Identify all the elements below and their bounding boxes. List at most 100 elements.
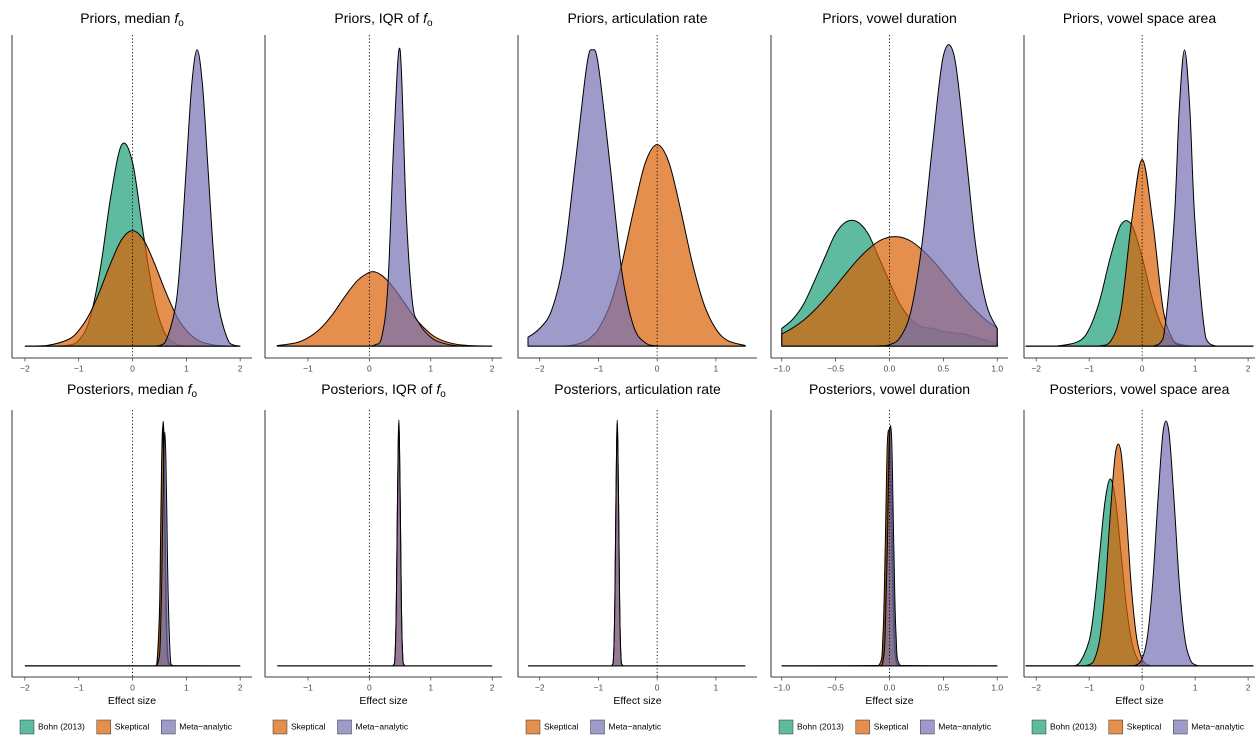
title-text: Priors, IQR of — [334, 10, 423, 26]
panel-title: Priors, IQR of fo — [334, 10, 433, 29]
x-tick-label: 1.0 — [991, 363, 1003, 373]
x-tick-label: 2 — [1246, 682, 1251, 692]
panel-title: Priors, vowel duration — [822, 10, 957, 26]
density-area — [1025, 443, 1254, 667]
density-area — [24, 49, 241, 347]
title-text: Priors, median — [80, 10, 174, 26]
legend-swatch — [19, 719, 35, 735]
title-symbol: f — [188, 381, 194, 397]
x-tick-label: −1.0 — [773, 363, 790, 373]
title-subscript: o — [427, 18, 433, 29]
x-tick-label: −2 — [1031, 682, 1041, 692]
panel-title: Posteriors, vowel space area — [1050, 381, 1230, 397]
density-area — [1025, 478, 1254, 667]
legend-swatch — [1031, 719, 1047, 735]
x-tick-label: −0.5 — [827, 363, 844, 373]
x-tick-label: 2 — [1246, 363, 1251, 373]
density-area — [1025, 158, 1254, 347]
x-tick-label: 2 — [238, 682, 243, 692]
density-area — [1025, 49, 1254, 347]
panel-title: Posteriors, IQR of fo — [321, 381, 446, 400]
x-tick-label: 1 — [428, 363, 433, 373]
legend-label: Bohn (2013) — [1050, 721, 1097, 731]
x-tick-label: 0 — [655, 363, 660, 373]
x-tick-label: 0.0 — [884, 682, 896, 692]
x-tick-label: −1 — [74, 682, 84, 692]
legend-label: Meta−analytic — [938, 721, 991, 731]
density-area — [24, 431, 241, 667]
x-tick-label: −1 — [303, 682, 313, 692]
legend-label: Meta−analytic — [1191, 721, 1244, 731]
title-text: Posteriors, vowel space area — [1050, 381, 1230, 397]
density-area — [276, 270, 493, 347]
legend-swatch — [1173, 719, 1188, 735]
density-area — [527, 419, 746, 667]
legend-swatch — [920, 719, 935, 735]
title-text: Priors, vowel space area — [1063, 10, 1217, 26]
x-tick-label: 0.5 — [937, 363, 949, 373]
legend-label: Bohn (2013) — [797, 721, 844, 731]
x-tick-label: 0 — [367, 682, 372, 692]
x-tick-label: 2 — [490, 363, 495, 373]
density-area — [527, 49, 746, 347]
x-tick-label: 0 — [1140, 682, 1145, 692]
legend-label: Meta−analytic — [179, 721, 232, 731]
panel-title: Posteriors, articulation rate — [554, 381, 721, 397]
title-text: Posteriors, IQR of — [321, 381, 436, 397]
x-tick-label: 0.5 — [937, 682, 949, 692]
x-tick-label: −0.5 — [827, 682, 844, 692]
density-area — [277, 419, 493, 667]
title-text: Posteriors, articulation rate — [554, 381, 721, 397]
x-axis-label: Effect size — [108, 695, 156, 707]
x-tick-label: 0 — [130, 682, 135, 692]
title-text: Posteriors, vowel duration — [809, 381, 970, 397]
x-tick-label: −1 — [303, 363, 313, 373]
density-area — [781, 44, 998, 347]
x-tick-label: −1 — [594, 363, 604, 373]
x-tick-label: −1.0 — [773, 682, 790, 692]
legend-label: Bohn (2013) — [38, 721, 85, 731]
legend-label: Skeptical — [544, 721, 579, 731]
legend-label: Skeptical — [874, 721, 909, 731]
title-symbol: f — [423, 10, 429, 26]
panel-title: Posteriors, vowel duration — [809, 381, 970, 397]
x-tick-label: −2 — [535, 682, 545, 692]
x-tick-label: 1 — [184, 363, 189, 373]
x-tick-label: 0 — [367, 363, 372, 373]
legend-swatch — [525, 719, 541, 735]
density-area — [277, 424, 493, 667]
legend-swatch — [778, 719, 794, 735]
legend-swatch — [272, 719, 288, 735]
title-subscript: o — [178, 18, 184, 29]
x-tick-label: −2 — [20, 363, 30, 373]
x-tick-label: 0.0 — [884, 363, 896, 373]
title-text: Priors, vowel duration — [822, 10, 957, 26]
x-axis-label: Effect size — [1115, 695, 1163, 707]
x-tick-label: −2 — [1031, 363, 1041, 373]
panel-title: Priors, vowel space area — [1063, 10, 1217, 26]
x-tick-label: 1 — [714, 682, 719, 692]
x-tick-label: 0 — [655, 682, 660, 692]
density-area — [527, 424, 746, 667]
x-tick-label: −2 — [535, 363, 545, 373]
legend-swatch — [161, 719, 176, 735]
legend-swatch — [96, 719, 112, 735]
title-symbol: f — [436, 381, 442, 397]
legend-swatch — [590, 719, 605, 735]
density-area — [277, 47, 493, 347]
legend-swatch — [855, 719, 871, 735]
legend-swatch — [1108, 719, 1124, 735]
legend-label: Skeptical — [291, 721, 326, 731]
panel-title: Priors, median fo — [80, 10, 184, 29]
x-tick-label: 2 — [238, 363, 243, 373]
x-tick-label: −1 — [1084, 682, 1094, 692]
x-tick-label: 1.0 — [991, 682, 1003, 692]
title-subscript: o — [440, 389, 446, 400]
legend-label: Skeptical — [115, 721, 150, 731]
legend-label: Meta−analytic — [609, 721, 662, 731]
legend-swatch — [337, 719, 352, 735]
title-subscript: o — [191, 389, 197, 400]
x-tick-label: 1 — [428, 682, 433, 692]
x-tick-label: −1 — [1084, 363, 1094, 373]
